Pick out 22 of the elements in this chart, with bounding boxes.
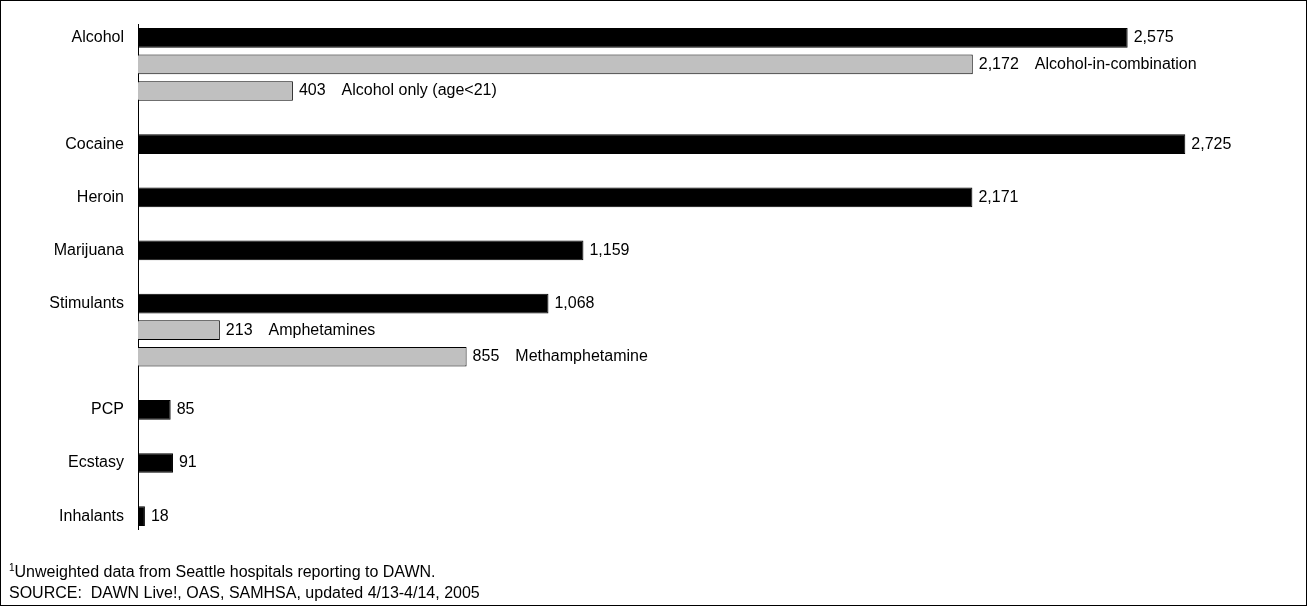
y-tick-label: Inhalants [59,506,124,524]
data-label: 2,725 [1191,134,1232,152]
data-label: 213 Amphetamines [225,320,376,338]
data-label: 403 Alcohol only (age<21) [298,81,497,99]
source-note: SOURCE: DAWN Live!, OAS, SAMHSA, updated 4/13-4/14, 2005 [9,583,480,604]
data-label: 2,575 [1133,28,1174,46]
y-tick-label: Stimulants [49,293,124,311]
y-tick-label: Alcohol [71,28,124,46]
data-label: 1,159 [589,240,630,258]
y-tick-label: Ecstasy [67,453,124,471]
y-tick-label: Heroin [76,187,124,205]
data-label: 2,172 Alcohol-in-combination [978,54,1197,72]
text: $^{1}$Unweighted data from Seattle hospitals reporting to DAWN. [9,561,437,583]
y-tick-label: PCP [91,400,124,418]
data-label: 85 [176,400,195,418]
data-label: 1,068 [554,293,595,311]
data-label: 18 [150,506,169,524]
data-label: 855 Methamphetamine [472,347,648,365]
data-label: 2,171 [978,187,1019,205]
y-tick-label: Marijuana [53,240,125,258]
data-label: 91 [178,453,197,471]
y-tick-label: Cocaine [65,134,125,152]
